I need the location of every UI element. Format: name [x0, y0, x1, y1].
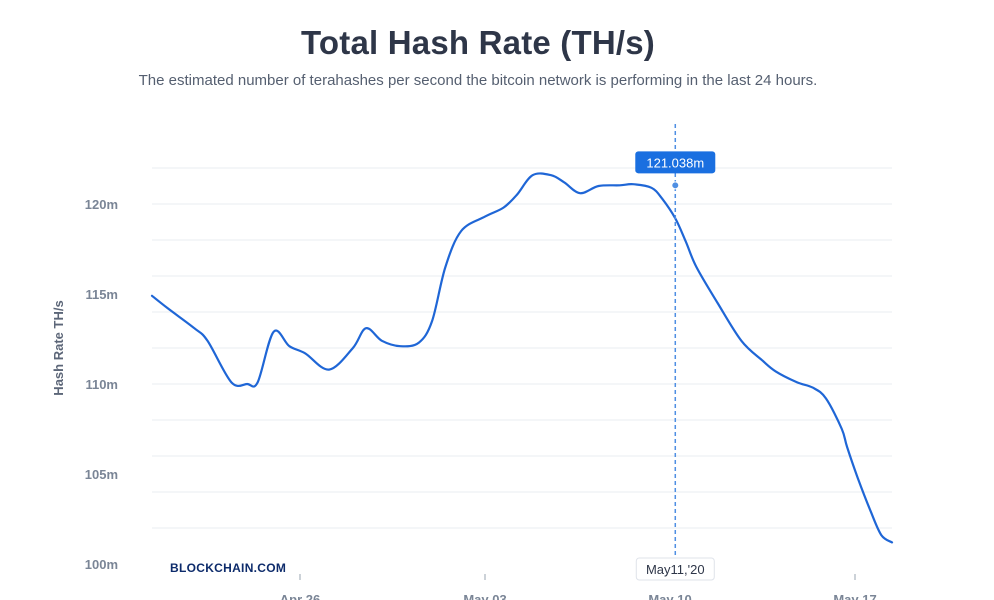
date-tooltip-label: May11,'20 [646, 562, 705, 577]
y-tick-label: 105m [85, 467, 118, 482]
chart-subtitle: The estimated number of terahashes per s… [138, 72, 818, 89]
y-tick-label: 120m [85, 197, 118, 212]
y-tick-label: 115m [85, 287, 118, 302]
x-axis: Apr 26 May 03 May 10 May 17 [280, 574, 877, 600]
x-tick-label: Apr 26 [280, 592, 320, 600]
y-axis: 100m 105m 110m 115m 120m [85, 197, 118, 572]
chart-title: Total Hash Rate (TH/s) [301, 24, 655, 61]
x-tick-label: May 03 [463, 592, 506, 600]
value-tooltip [635, 151, 716, 174]
y-axis-label: Hash Rate TH/s [51, 300, 66, 395]
y-tick-label: 100m [85, 557, 118, 572]
x-tick-label: May 10 [648, 592, 691, 600]
date-tooltip [635, 557, 715, 581]
x-tick-label: May 17 [833, 592, 876, 600]
hover-point [671, 181, 680, 190]
value-tooltip-label: 121.038m [646, 155, 704, 170]
grid-lines [152, 167, 892, 529]
hover-crosshair[interactable]: 121.038m May11,'20 [635, 124, 716, 581]
hash-rate-series-line [150, 172, 894, 544]
blockchain-logo[interactable]: BLOCKCHAIN.COM [170, 561, 286, 575]
y-tick-label: 110m [85, 377, 118, 392]
